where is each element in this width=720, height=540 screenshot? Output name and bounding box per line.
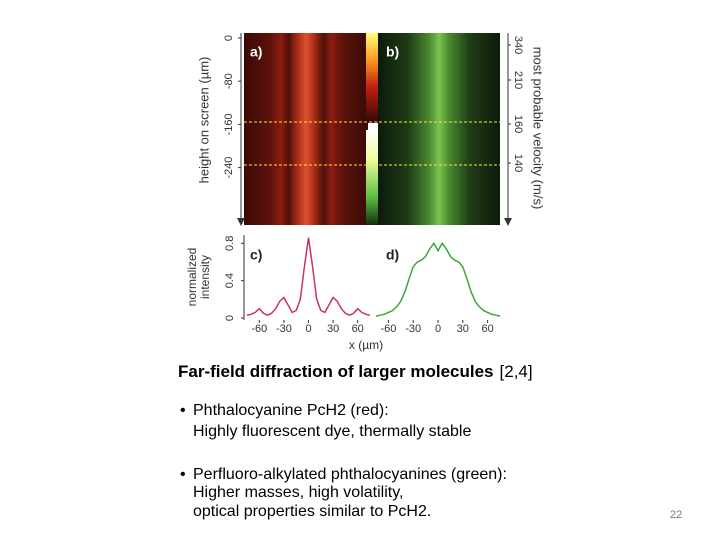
- image-b: [378, 33, 500, 225]
- y-axis-label: normalized: [185, 248, 199, 307]
- y2-axis-label: most probable velocity (m/s): [531, 47, 546, 210]
- panel-label: d): [386, 247, 399, 263]
- colorbar-red: [366, 33, 378, 123]
- bullet-heading: Perfluoro-alkylated phthalocyanines (gre…: [193, 466, 507, 483]
- y2-tick-label: 160: [512, 115, 524, 133]
- y-axis-label: height on screen (µm): [196, 57, 211, 184]
- x-tick-label: -60: [380, 323, 396, 335]
- bullet-line: Highly fluorescent dye, thermally stable: [193, 423, 471, 440]
- bullet-line: optical properties similar to PcH2.: [193, 503, 431, 520]
- x-tick-label: 60: [481, 323, 493, 335]
- data-line: [246, 237, 371, 317]
- y2-tick-label: 340: [512, 36, 524, 54]
- x-tick-label: 60: [352, 323, 364, 335]
- y-axis-label: intensity: [198, 255, 212, 299]
- y-tick-label: 0: [224, 315, 236, 321]
- y-tick-label: 0: [223, 35, 235, 41]
- arrow-head: [504, 218, 512, 226]
- arrow-head: [237, 218, 245, 226]
- page-number: 22: [670, 509, 682, 521]
- bullet: •: [180, 402, 186, 419]
- x-tick-label: -30: [276, 323, 292, 335]
- panel-label: b): [386, 44, 399, 60]
- title-ref: [2,4]: [500, 362, 533, 381]
- x-tick-label: -30: [405, 323, 421, 335]
- y-tick-label: 0.8: [224, 236, 236, 251]
- x-axis-label: x (µm): [349, 338, 383, 352]
- panel-label: a): [250, 44, 262, 60]
- y-tick-label: -80: [223, 73, 235, 89]
- x-tick-label: -60: [251, 323, 267, 335]
- plot-c: [247, 235, 370, 320]
- data-line: [375, 241, 501, 317]
- x-tick-label: 30: [457, 323, 469, 335]
- x-tick-label: 0: [305, 323, 311, 335]
- panel-label: c): [250, 247, 262, 263]
- colorbar-green: [366, 130, 378, 225]
- y2-tick-label: 210: [512, 71, 524, 89]
- title-text: Far-field diffraction of larger molecule…: [178, 362, 494, 381]
- y2-tick-label: 140: [512, 154, 524, 172]
- x-tick-label: 0: [435, 323, 441, 335]
- bullet: •: [180, 466, 186, 483]
- slide-title: Far-field diffraction of larger molecule…: [178, 362, 533, 381]
- y-tick-label: -160: [223, 113, 235, 135]
- y-tick-label: 0.4: [224, 273, 236, 288]
- bullet-line: Higher masses, high volatility,: [193, 484, 403, 501]
- y-tick-label: -240: [223, 157, 235, 179]
- image-a: [244, 33, 368, 225]
- x-tick-label: 30: [327, 323, 339, 335]
- bullet-heading: Phthalocyanine PcH2 (red):: [193, 402, 389, 419]
